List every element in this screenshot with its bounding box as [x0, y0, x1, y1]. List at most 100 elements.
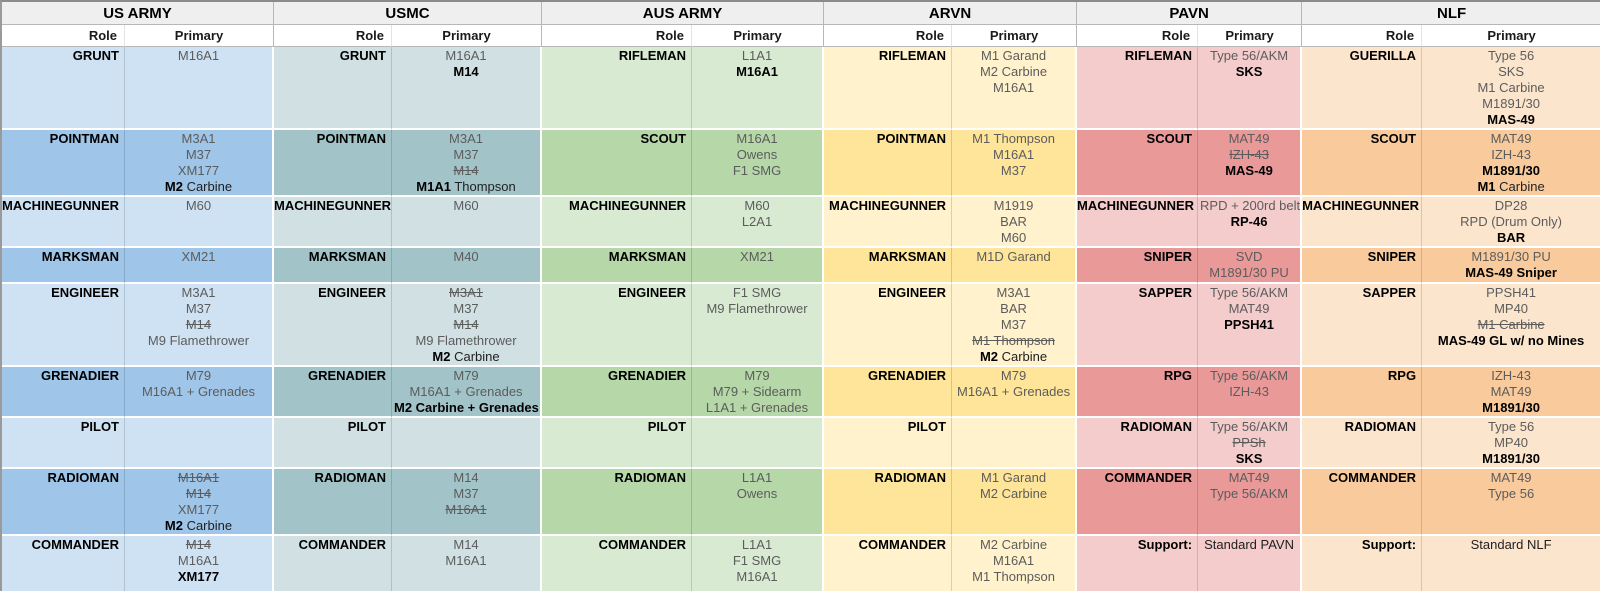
primary-cell-arvn[interactable]: M1919 BAR M60: [952, 197, 1078, 248]
role-cell-us-army[interactable]: GRENADIER: [2, 367, 125, 418]
primary-cell-pavn[interactable]: Standard PAVN: [1198, 536, 1303, 591]
role-cell-aus-army[interactable]: MACHINEGUNNER: [542, 197, 693, 248]
faction-header-usmc[interactable]: USMC: [274, 2, 543, 25]
role-column-header-pavn[interactable]: Role: [1077, 25, 1199, 47]
primary-cell-nlf[interactable]: IZH-43 MAT49 M1891/30: [1422, 367, 1600, 418]
role-cell-aus-army[interactable]: ENGINEER: [542, 284, 693, 367]
role-cell-usmc[interactable]: GRENADIER: [274, 367, 392, 418]
primary-cell-aus-army[interactable]: L1A1 F1 SMG M16A1: [692, 536, 825, 591]
primary-cell-aus-army[interactable]: M16A1 Owens F1 SMG: [692, 130, 825, 197]
primary-cell-usmc[interactable]: M14 M37 M16A1: [392, 469, 543, 536]
role-cell-arvn[interactable]: RIFLEMAN: [824, 47, 953, 130]
role-cell-usmc[interactable]: GRUNT: [274, 47, 392, 130]
primary-cell-pavn[interactable]: MAT49 Type 56/AKM: [1198, 469, 1303, 536]
primary-cell-us-army[interactable]: M3A1 M37 M14 M9 Flamethrower: [125, 284, 274, 367]
role-column-header-nlf[interactable]: Role: [1302, 25, 1423, 47]
primary-cell-pavn[interactable]: MAT49 IZH-43 MAS-49: [1198, 130, 1303, 197]
primary-cell-arvn[interactable]: M1 Garand M2 Carbine M16A1: [952, 47, 1078, 130]
role-cell-us-army[interactable]: COMMANDER: [2, 536, 125, 591]
role-cell-arvn[interactable]: COMMANDER: [824, 536, 953, 591]
role-cell-nlf[interactable]: RADIOMAN: [1302, 418, 1423, 469]
role-column-header-us-army[interactable]: Role: [2, 25, 125, 47]
role-cell-aus-army[interactable]: RIFLEMAN: [542, 47, 693, 130]
role-cell-aus-army[interactable]: GRENADIER: [542, 367, 693, 418]
primary-cell-us-army[interactable]: M60: [125, 197, 274, 248]
role-column-header-aus-army[interactable]: Role: [542, 25, 693, 47]
primary-column-header-aus-army[interactable]: Primary: [692, 25, 825, 47]
role-cell-usmc[interactable]: MARKSMAN: [274, 248, 392, 284]
role-column-header-arvn[interactable]: Role: [824, 25, 953, 47]
primary-cell-aus-army[interactable]: [692, 418, 825, 469]
primary-column-header-pavn[interactable]: Primary: [1198, 25, 1303, 47]
role-cell-us-army[interactable]: MARKSMAN: [2, 248, 125, 284]
role-cell-us-army[interactable]: RADIOMAN: [2, 469, 125, 536]
primary-cell-usmc[interactable]: M60: [392, 197, 543, 248]
role-cell-pavn[interactable]: SAPPER: [1077, 284, 1199, 367]
primary-cell-us-army[interactable]: M16A1 M14 XM177 M2 Carbine: [125, 469, 274, 536]
role-cell-nlf[interactable]: GUERILLA: [1302, 47, 1423, 130]
primary-cell-nlf[interactable]: MAT49 IZH-43 M1891/30 M1 Carbine: [1422, 130, 1600, 197]
role-cell-nlf[interactable]: COMMANDER: [1302, 469, 1423, 536]
primary-cell-nlf[interactable]: Type 56 MP40 M1891/30: [1422, 418, 1600, 469]
primary-cell-usmc[interactable]: M3A1 M37 M14 M1A1 Thompson: [392, 130, 543, 197]
role-cell-arvn[interactable]: POINTMAN: [824, 130, 953, 197]
primary-cell-us-army[interactable]: M14 M16A1 XM177: [125, 536, 274, 591]
primary-cell-nlf[interactable]: M1891/30 PU MAS-49 Sniper: [1422, 248, 1600, 284]
role-cell-nlf[interactable]: SNIPER: [1302, 248, 1423, 284]
primary-cell-us-army[interactable]: M3A1 M37 XM177 M2 Carbine: [125, 130, 274, 197]
role-cell-pavn[interactable]: SCOUT: [1077, 130, 1199, 197]
primary-cell-nlf[interactable]: PPSH41 MP40 M1 Carbine MAS-49 GL w/ no Mine…: [1422, 284, 1600, 367]
primary-cell-arvn[interactable]: M3A1 BAR M37 M1 Thompson M2 Carbine: [952, 284, 1078, 367]
role-cell-usmc[interactable]: POINTMAN: [274, 130, 392, 197]
role-cell-us-army[interactable]: PILOT: [2, 418, 125, 469]
faction-header-aus-army[interactable]: AUS ARMY: [542, 2, 825, 25]
primary-cell-nlf[interactable]: DP28 RPD (Drum Only) BAR: [1422, 197, 1600, 248]
role-cell-pavn[interactable]: MACHINEGUNNER: [1077, 197, 1199, 248]
role-cell-pavn[interactable]: Support:: [1077, 536, 1199, 591]
primary-column-header-nlf[interactable]: Primary: [1422, 25, 1600, 47]
role-cell-usmc[interactable]: ENGINEER: [274, 284, 392, 367]
role-cell-usmc[interactable]: RADIOMAN: [274, 469, 392, 536]
role-column-header-usmc[interactable]: Role: [274, 25, 392, 47]
primary-cell-aus-army[interactable]: M79 M79 + Sidearm L1A1 + Grenades: [692, 367, 825, 418]
role-cell-us-army[interactable]: GRUNT: [2, 47, 125, 130]
role-cell-arvn[interactable]: PILOT: [824, 418, 953, 469]
primary-cell-us-army[interactable]: M79 M16A1 + Grenades: [125, 367, 274, 418]
primary-cell-arvn[interactable]: M1D Garand: [952, 248, 1078, 284]
primary-cell-pavn[interactable]: Type 56/AKM PPSh SKS: [1198, 418, 1303, 469]
role-cell-pavn[interactable]: COMMANDER: [1077, 469, 1199, 536]
primary-cell-arvn[interactable]: M2 Carbine M16A1 M1 Thompson: [952, 536, 1078, 591]
role-cell-usmc[interactable]: COMMANDER: [274, 536, 392, 591]
primary-cell-nlf[interactable]: Type 56 SKS M1 Carbine M1891/30 MAS-49: [1422, 47, 1600, 130]
primary-cell-pavn[interactable]: Type 56/AKM MAT49 PPSH41: [1198, 284, 1303, 367]
primary-cell-usmc[interactable]: M79 M16A1 + Grenades M2 Carbine + Grenades: [392, 367, 543, 418]
primary-cell-us-army[interactable]: XM21: [125, 248, 274, 284]
primary-cell-pavn[interactable]: RPD + 200rd belt RP-46: [1198, 197, 1303, 248]
role-cell-arvn[interactable]: MACHINEGUNNER: [824, 197, 953, 248]
role-cell-us-army[interactable]: ENGINEER: [2, 284, 125, 367]
primary-cell-aus-army[interactable]: F1 SMG M9 Flamethrower: [692, 284, 825, 367]
faction-header-arvn[interactable]: ARVN: [824, 2, 1078, 25]
primary-cell-us-army[interactable]: M16A1: [125, 47, 274, 130]
primary-column-header-usmc[interactable]: Primary: [392, 25, 543, 47]
role-cell-arvn[interactable]: RADIOMAN: [824, 469, 953, 536]
primary-cell-usmc[interactable]: M3A1 M37 M14 M9 Flamethrower M2 Carbine: [392, 284, 543, 367]
primary-cell-arvn[interactable]: [952, 418, 1078, 469]
primary-cell-aus-army[interactable]: L1A1 M16A1: [692, 47, 825, 130]
role-cell-nlf[interactable]: SCOUT: [1302, 130, 1423, 197]
role-cell-aus-army[interactable]: PILOT: [542, 418, 693, 469]
faction-header-nlf[interactable]: NLF: [1302, 2, 1600, 25]
role-cell-nlf[interactable]: MACHINEGUNNER: [1302, 197, 1423, 248]
role-cell-usmc[interactable]: MACHINEGUNNER: [274, 197, 392, 248]
role-cell-us-army[interactable]: MACHINEGUNNER: [2, 197, 125, 248]
primary-cell-aus-army[interactable]: XM21: [692, 248, 825, 284]
role-cell-pavn[interactable]: RIFLEMAN: [1077, 47, 1199, 130]
primary-cell-usmc[interactable]: M40: [392, 248, 543, 284]
primary-cell-aus-army[interactable]: M60 L2A1: [692, 197, 825, 248]
primary-cell-usmc[interactable]: M16A1 M14: [392, 47, 543, 130]
role-cell-us-army[interactable]: POINTMAN: [2, 130, 125, 197]
primary-cell-arvn[interactable]: M1 Thompson M16A1 M37: [952, 130, 1078, 197]
role-cell-arvn[interactable]: MARKSMAN: [824, 248, 953, 284]
primary-cell-us-army[interactable]: [125, 418, 274, 469]
role-cell-aus-army[interactable]: RADIOMAN: [542, 469, 693, 536]
